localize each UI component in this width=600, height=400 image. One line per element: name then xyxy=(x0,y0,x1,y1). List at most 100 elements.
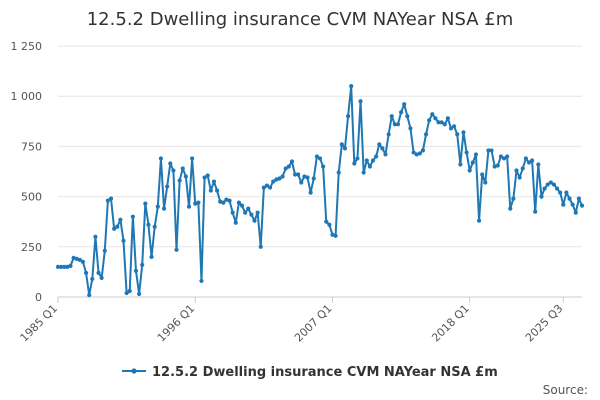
data-point[interactable] xyxy=(355,156,360,161)
data-point[interactable] xyxy=(420,148,426,153)
data-point[interactable] xyxy=(361,170,366,175)
data-point[interactable] xyxy=(480,172,485,177)
data-point[interactable] xyxy=(523,156,528,161)
data-point[interactable] xyxy=(505,154,510,159)
data-point[interactable] xyxy=(364,158,369,163)
data-point[interactable] xyxy=(80,259,86,264)
data-point[interactable] xyxy=(243,210,248,215)
data-point[interactable] xyxy=(570,202,575,207)
data-point[interactable] xyxy=(483,180,488,185)
data-point[interactable] xyxy=(308,190,313,195)
data-point[interactable] xyxy=(526,160,532,165)
data-point[interactable] xyxy=(87,292,92,298)
data-point[interactable] xyxy=(374,154,379,159)
data-point[interactable] xyxy=(258,244,263,249)
data-point[interactable] xyxy=(249,212,254,217)
data-point[interactable] xyxy=(402,102,407,107)
data-point[interactable] xyxy=(208,188,213,193)
data-point[interactable] xyxy=(517,175,522,180)
data-point[interactable] xyxy=(130,214,135,219)
data-point[interactable] xyxy=(99,275,104,281)
data-point[interactable] xyxy=(96,270,101,276)
data-point[interactable] xyxy=(146,222,151,227)
legend[interactable]: 12.5.2 Dwelling insurance CVM NAYear NSA… xyxy=(122,365,498,380)
data-point[interactable] xyxy=(255,210,260,215)
data-point[interactable] xyxy=(196,200,201,205)
data-point[interactable] xyxy=(230,210,235,215)
data-point[interactable] xyxy=(470,160,475,165)
data-point[interactable] xyxy=(140,262,145,267)
data-point[interactable] xyxy=(529,158,535,163)
data-point[interactable] xyxy=(448,126,454,131)
data-point[interactable] xyxy=(183,174,188,179)
data-point[interactable] xyxy=(461,130,466,135)
data-point[interactable] xyxy=(174,247,179,252)
data-point[interactable] xyxy=(423,132,429,137)
data-point[interactable] xyxy=(305,175,310,180)
data-point[interactable] xyxy=(476,218,482,223)
data-point[interactable] xyxy=(233,220,238,225)
data-point[interactable] xyxy=(292,172,298,177)
data-point[interactable] xyxy=(236,200,242,205)
data-point[interactable] xyxy=(221,200,226,205)
data-point[interactable] xyxy=(59,264,64,269)
data-point[interactable] xyxy=(389,114,394,119)
data-point[interactable] xyxy=(317,156,323,161)
data-point[interactable] xyxy=(161,206,167,211)
data-point[interactable] xyxy=(377,142,382,147)
data-point[interactable] xyxy=(458,162,463,167)
data-point[interactable] xyxy=(573,210,578,215)
data-point[interactable] xyxy=(339,142,344,147)
data-point[interactable] xyxy=(342,146,348,151)
data-point[interactable] xyxy=(264,183,270,188)
data-point[interactable] xyxy=(283,166,288,171)
data-point[interactable] xyxy=(93,234,98,239)
data-point[interactable] xyxy=(561,202,566,207)
data-point[interactable] xyxy=(380,146,385,151)
data-point[interactable] xyxy=(124,290,129,296)
data-point[interactable] xyxy=(180,166,185,171)
data-point[interactable] xyxy=(239,203,245,208)
data-point[interactable] xyxy=(445,116,450,121)
data-point[interactable] xyxy=(508,206,513,211)
data-point[interactable] xyxy=(136,291,142,297)
data-point[interactable] xyxy=(149,254,154,259)
data-point[interactable] xyxy=(464,150,469,155)
data-point[interactable] xyxy=(190,156,195,161)
data-point[interactable] xyxy=(112,226,117,231)
data-point[interactable] xyxy=(68,263,73,268)
data-point[interactable] xyxy=(411,150,416,155)
data-point[interactable] xyxy=(199,278,204,284)
data-point[interactable] xyxy=(177,178,182,183)
data-point[interactable] xyxy=(514,168,519,173)
data-point[interactable] xyxy=(439,120,444,125)
data-point[interactable] xyxy=(62,264,67,269)
data-point[interactable] xyxy=(165,184,170,189)
data-point[interactable] xyxy=(202,175,207,180)
data-point[interactable] xyxy=(358,99,363,104)
data-point[interactable] xyxy=(545,182,550,187)
data-point[interactable] xyxy=(299,180,304,185)
data-point[interactable] xyxy=(121,238,126,243)
data-point[interactable] xyxy=(168,161,173,166)
data-point[interactable] xyxy=(296,172,301,177)
data-point[interactable] xyxy=(430,112,435,117)
data-point[interactable] xyxy=(392,122,397,127)
data-point[interactable] xyxy=(289,159,295,164)
data-point[interactable] xyxy=(143,201,148,206)
data-point[interactable] xyxy=(127,288,132,294)
data-point[interactable] xyxy=(542,186,547,191)
data-point[interactable] xyxy=(280,174,285,179)
data-point[interactable] xyxy=(246,206,251,211)
data-point[interactable] xyxy=(327,222,332,227)
data-point[interactable] xyxy=(511,196,516,201)
data-point[interactable] xyxy=(520,166,525,171)
data-point[interactable] xyxy=(398,110,404,115)
data-point[interactable] xyxy=(277,176,282,181)
data-point[interactable] xyxy=(533,209,538,214)
data-point[interactable] xyxy=(55,264,61,269)
data-point[interactable] xyxy=(539,194,544,199)
data-point[interactable] xyxy=(205,173,210,178)
data-point[interactable] xyxy=(115,224,120,229)
data-point[interactable] xyxy=(227,198,232,203)
